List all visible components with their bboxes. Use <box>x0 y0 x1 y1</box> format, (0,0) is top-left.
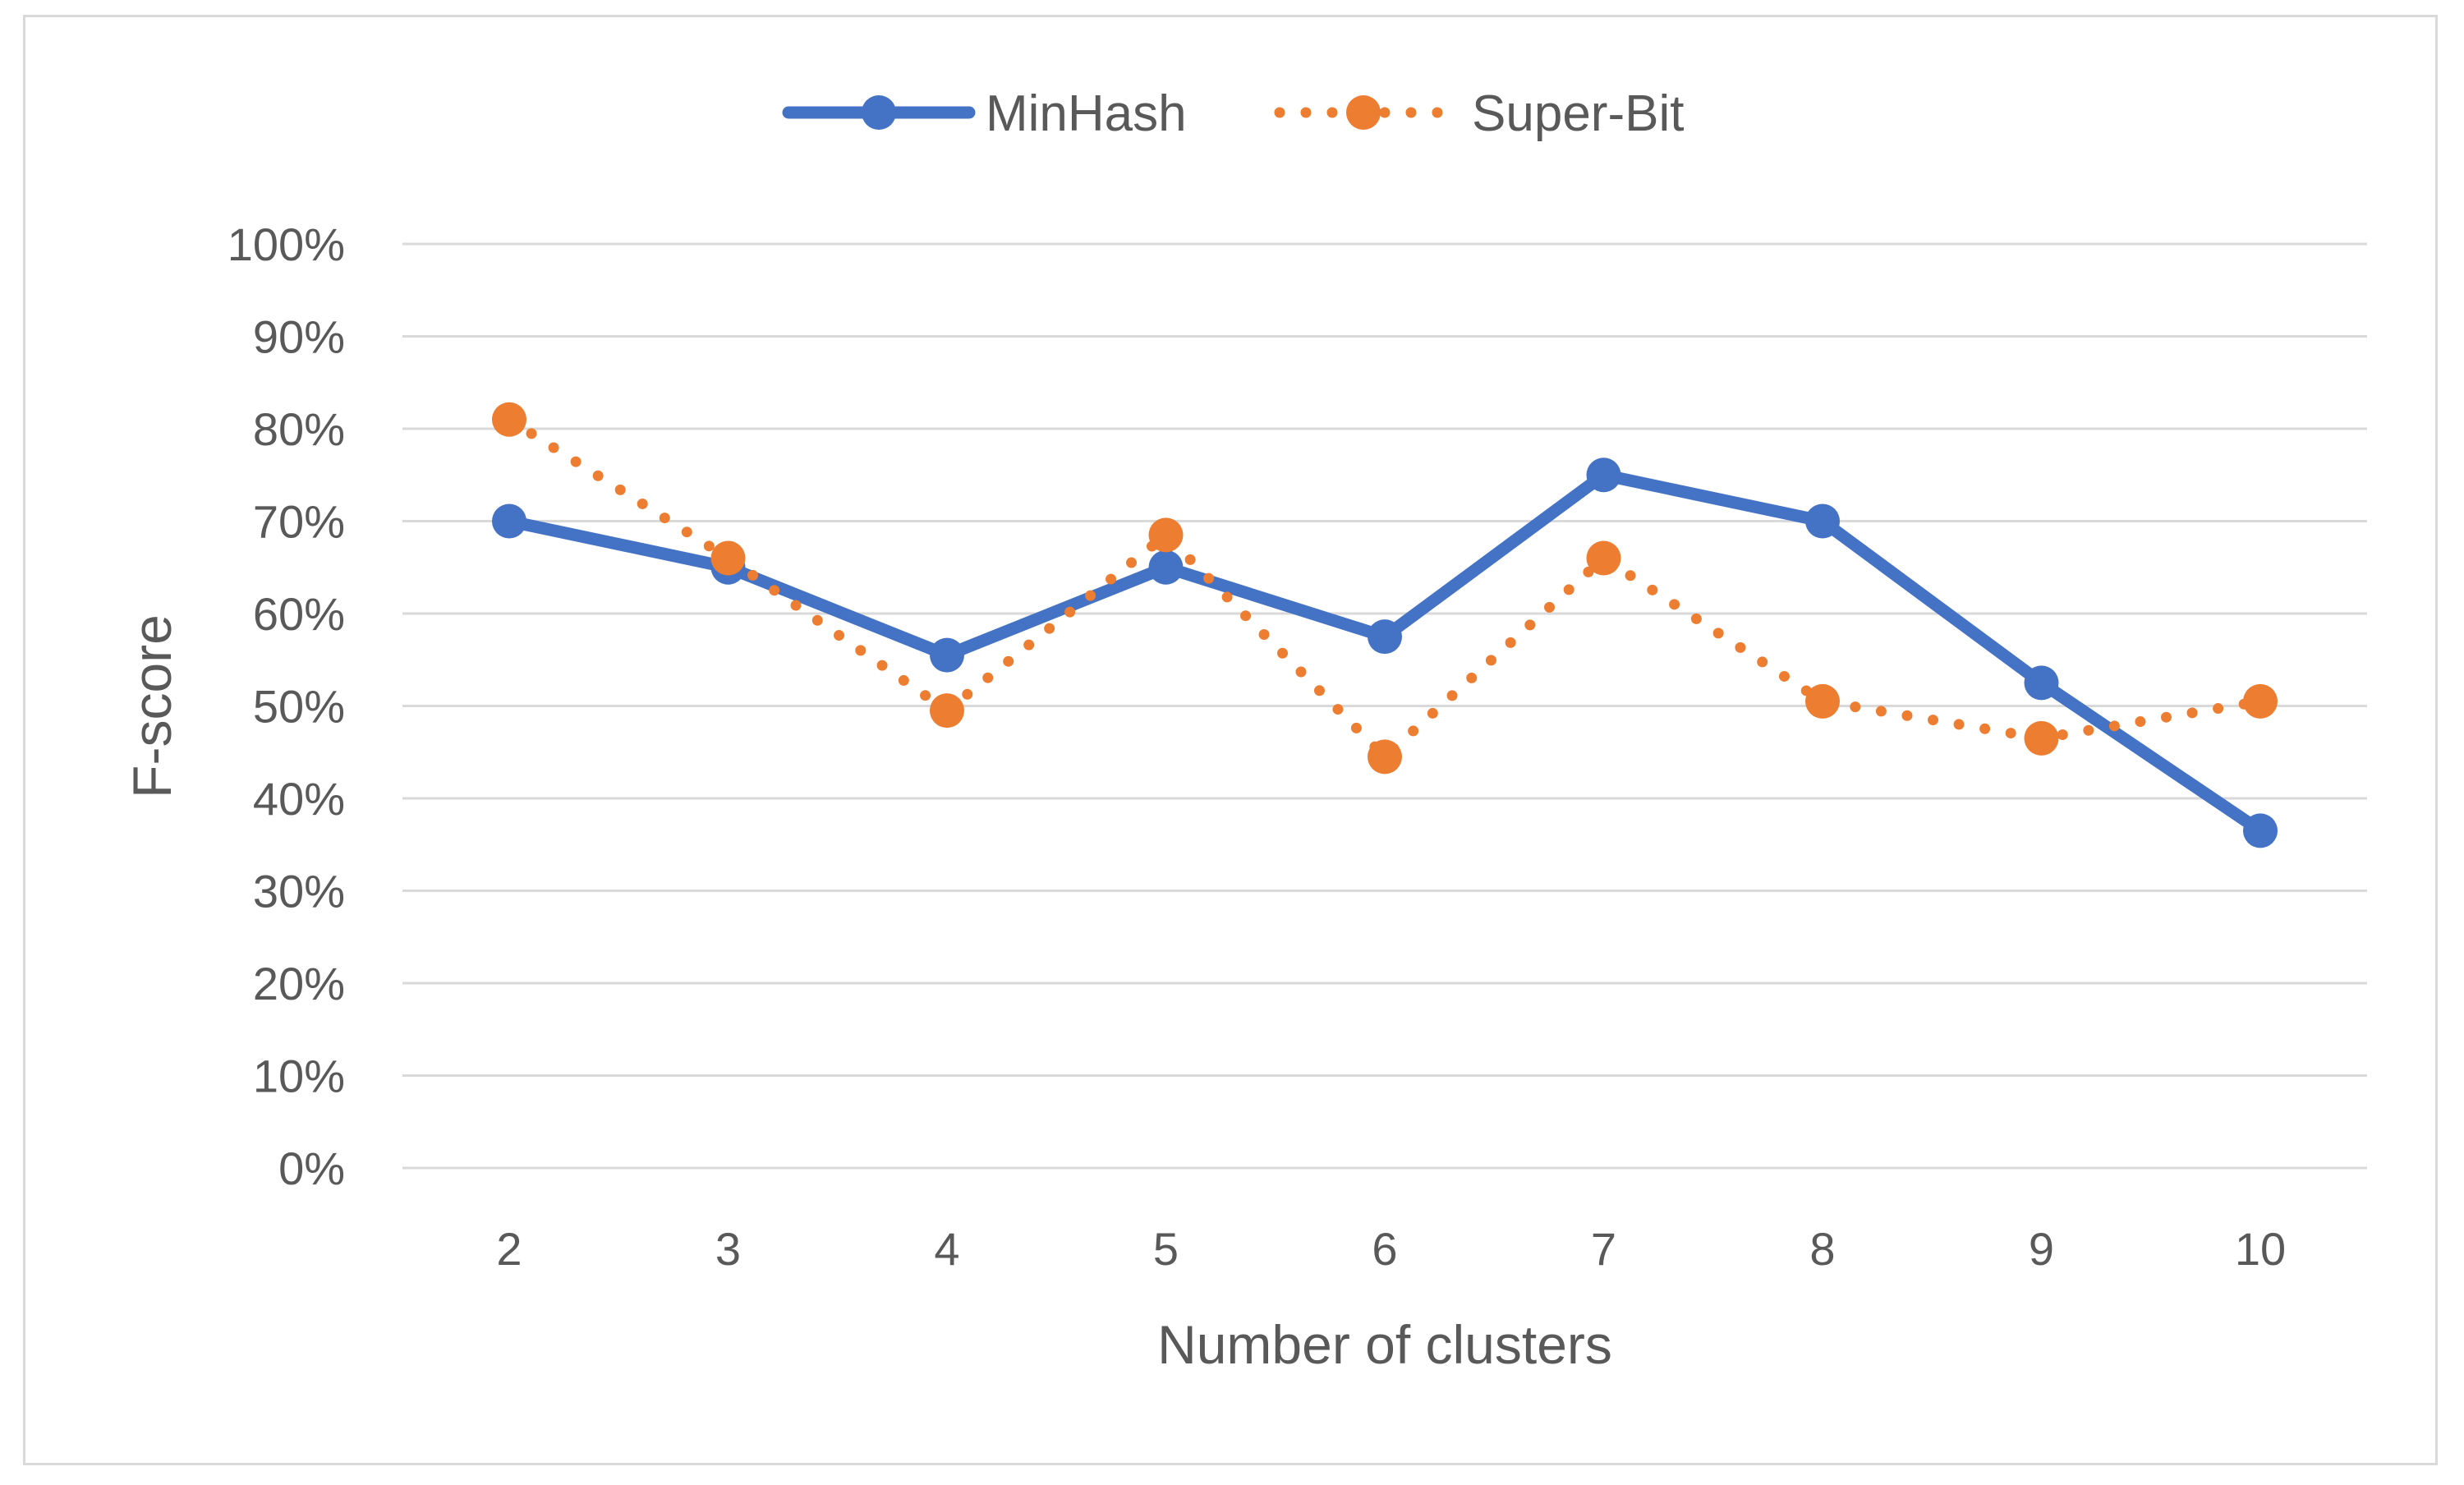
minhash-point <box>492 503 526 539</box>
super-bit-point <box>1368 739 1402 775</box>
y-tick-label: 80% <box>253 403 345 455</box>
minhash-point <box>1586 457 1621 493</box>
y-tick-label: 30% <box>253 866 345 917</box>
x-tick-label: 10 <box>2235 1223 2286 1275</box>
x-tick-label: 6 <box>1372 1223 1397 1275</box>
x-tick-label: 7 <box>1591 1223 1616 1275</box>
x-axis-title: Number of clusters <box>1157 1314 1612 1375</box>
y-tick-label: 60% <box>253 588 345 640</box>
y-axis-ticks: 0% 10% 20% 30% 40% 50% 60% 70% 80% 90% 100% <box>228 218 345 1194</box>
super-bit-point <box>1148 517 1184 553</box>
legend-entry-minhash: MinHash <box>782 85 1187 142</box>
minhash-point <box>2243 813 2278 848</box>
super-bit-point <box>2243 683 2278 719</box>
y-axis-title: F-score <box>122 614 182 798</box>
legend-label-super-bit: Super-Bit <box>1472 85 1684 142</box>
y-tick-label: 100% <box>228 218 345 270</box>
x-tick-label: 4 <box>934 1223 959 1275</box>
legend-marker-super-bit <box>1346 95 1381 130</box>
x-tick-label: 9 <box>2029 1223 2054 1275</box>
legend-entry-super-bit: Super-Bit <box>1274 85 1684 142</box>
super-bit-point <box>930 693 964 729</box>
y-tick-label: 70% <box>253 496 345 548</box>
super-bit-point <box>492 402 526 437</box>
super-bit-point <box>2024 720 2059 756</box>
minhash-point <box>1148 549 1184 585</box>
minhash-point <box>930 637 964 673</box>
series-minhash <box>492 457 2278 848</box>
legend-marker-minhash <box>862 95 896 130</box>
legend-label-minhash: MinHash <box>986 85 1187 142</box>
y-tick-label: 50% <box>253 681 345 733</box>
x-tick-label: 8 <box>1809 1223 1835 1275</box>
super-bit-point <box>1805 683 1840 719</box>
super-bit-point <box>710 540 746 576</box>
y-tick-label: 0% <box>278 1142 345 1194</box>
x-tick-label: 2 <box>496 1223 522 1275</box>
minhash-point <box>1805 503 1840 539</box>
gridlines <box>402 242 2367 1170</box>
y-tick-label: 10% <box>253 1051 345 1102</box>
legend: MinHash Super-Bit <box>782 85 1684 142</box>
minhash-point <box>1368 619 1402 655</box>
x-axis-ticks: 2 3 4 5 6 7 8 9 10 <box>496 1223 2286 1275</box>
y-tick-label: 40% <box>253 773 345 825</box>
series-layer <box>492 402 2278 848</box>
x-tick-label: 3 <box>715 1223 741 1275</box>
y-tick-label: 90% <box>253 311 345 363</box>
super-bit-point <box>1586 540 1621 576</box>
y-tick-label: 20% <box>253 958 345 1009</box>
series-super-bit <box>492 402 2278 775</box>
minhash-point <box>2024 665 2059 701</box>
x-tick-label: 5 <box>1153 1223 1179 1275</box>
